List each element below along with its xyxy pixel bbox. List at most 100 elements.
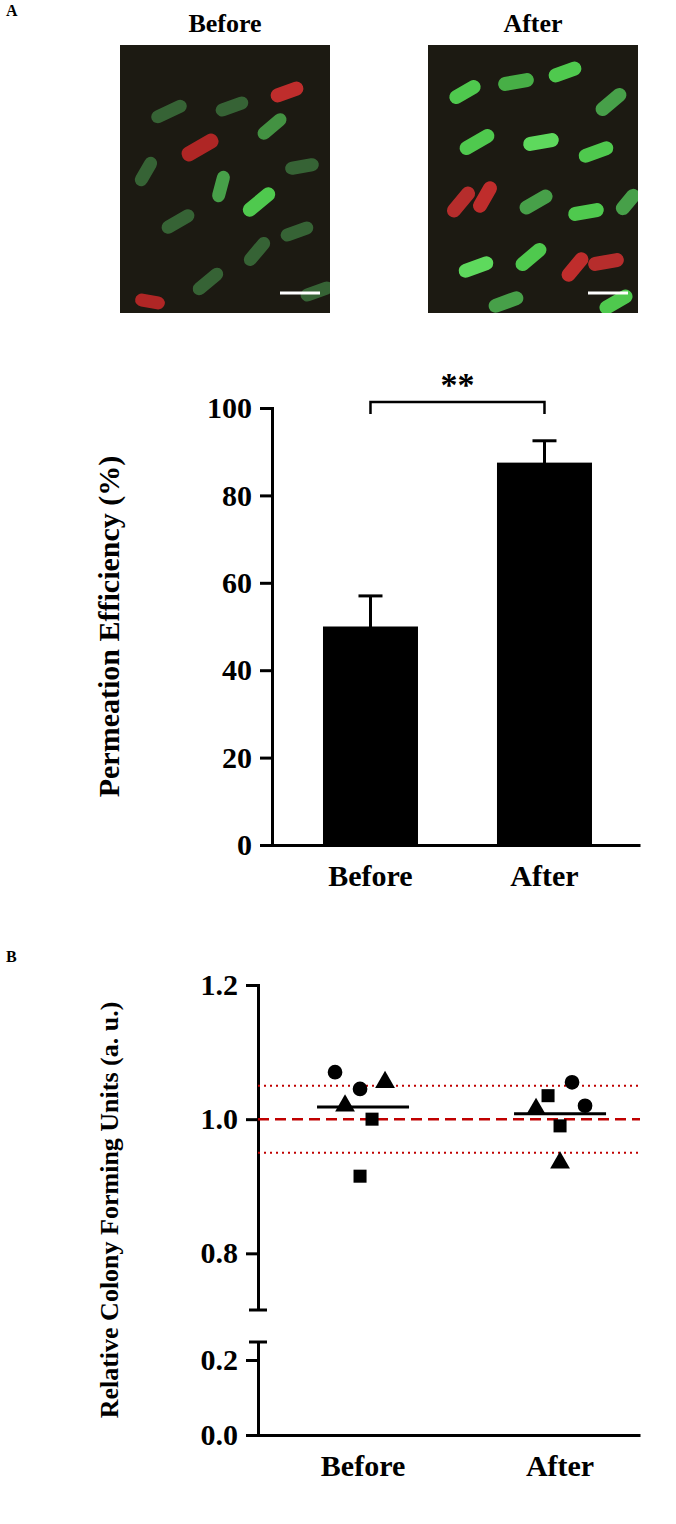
- y-tick-label: 1.0: [201, 1102, 239, 1135]
- y-axis: 0 20 40 60 80 100: [207, 391, 273, 861]
- micrograph-background: [120, 45, 330, 313]
- cell: [190, 265, 226, 298]
- y-tick-label: 0.0: [201, 1418, 239, 1451]
- error-bar: [358, 596, 382, 657]
- y-tick: 20: [222, 741, 272, 774]
- cell: [597, 287, 635, 313]
- x-tick-label: Before: [328, 859, 412, 892]
- y-tick: 1.0: [201, 1102, 259, 1135]
- y-tick-mark: [246, 984, 258, 987]
- y-tick: 0: [237, 828, 272, 861]
- y-tick-label: 0: [237, 828, 252, 861]
- cell: [547, 60, 584, 85]
- point: [328, 1065, 343, 1080]
- scale-bar: [588, 292, 628, 295]
- micrograph-background: [428, 45, 638, 313]
- cell: [241, 234, 273, 268]
- cell: [487, 289, 526, 313]
- point: [354, 1170, 367, 1183]
- x-axis: Before After: [259, 1435, 641, 1482]
- y-tick: 0.8: [201, 1236, 259, 1269]
- axis-line: [260, 409, 273, 846]
- y-tick: 40: [222, 653, 272, 686]
- x-tick: Before: [321, 1435, 405, 1482]
- plot-area: [323, 441, 592, 845]
- image-title: After: [503, 9, 562, 38]
- x-tick-label: After: [526, 1449, 594, 1482]
- micrograph: [428, 45, 638, 313]
- point: [353, 1082, 368, 1097]
- x-tick: After: [510, 845, 578, 892]
- error-cap: [532, 439, 556, 442]
- panel-label: B: [6, 948, 17, 965]
- cell: [517, 187, 555, 217]
- y-tick: 0.2: [201, 1343, 259, 1376]
- y-tick-label: 0.2: [201, 1343, 239, 1376]
- point: [542, 1089, 555, 1102]
- y-tick-mark: [260, 407, 272, 410]
- significance-bracket: [370, 402, 544, 414]
- point: [554, 1119, 567, 1132]
- cell: [497, 72, 535, 92]
- error-cap: [532, 483, 556, 486]
- annotation: **: [440, 366, 474, 403]
- y-tick: 1.2: [201, 968, 259, 1001]
- mean-line: [317, 1106, 409, 1109]
- y-tick-mark: [246, 1359, 258, 1362]
- y-tick-label: 20: [222, 741, 252, 774]
- cell: [522, 132, 560, 152]
- cell: [444, 184, 478, 221]
- bar: [497, 463, 592, 845]
- x-tick: After: [526, 1435, 594, 1482]
- error-bar: [532, 441, 556, 485]
- y-tick-mark: [260, 844, 272, 847]
- y-tick-mark: [260, 669, 272, 672]
- panel-label: A: [6, 2, 18, 19]
- y-tick-mark: [246, 1252, 258, 1255]
- cell: [214, 95, 250, 119]
- cell: [587, 252, 625, 272]
- cell: [457, 254, 496, 279]
- y-tick: 100: [207, 391, 272, 424]
- point: [366, 1113, 379, 1126]
- y-axis-title: Relative Colony Forming Units (a. u.): [95, 1002, 124, 1419]
- point: [565, 1075, 580, 1090]
- cell: [457, 126, 497, 157]
- y-tick-mark: [260, 582, 272, 585]
- x-tick: Before: [328, 845, 412, 892]
- cell: [470, 179, 499, 215]
- cell: [279, 220, 315, 244]
- cell: [513, 240, 550, 274]
- cell: [593, 85, 630, 119]
- cell: [134, 292, 166, 310]
- cell: [211, 169, 232, 203]
- y-tick-label: 100: [207, 391, 252, 424]
- image-title: Before: [188, 9, 261, 38]
- y-tick-mark: [246, 1118, 258, 1121]
- cell: [577, 139, 616, 164]
- y-tick: 0.0: [201, 1418, 259, 1451]
- point: [375, 1071, 395, 1088]
- reference-line: [258, 1118, 640, 1121]
- scale-bar: [280, 292, 320, 295]
- cell: [613, 186, 638, 218]
- axis-line: [246, 986, 259, 1436]
- micrograph: [120, 45, 330, 313]
- axis-break-mark: [249, 1341, 267, 1344]
- cell: [255, 111, 289, 143]
- y-tick-label: 1.2: [201, 968, 239, 1001]
- y-axis: 0.0 0.2 0.8 1.0 1.2: [201, 968, 259, 1451]
- y-tick-mark: [246, 1434, 258, 1437]
- error-stem: [543, 441, 546, 485]
- cell: [284, 157, 320, 176]
- figure: ABBeforeAfter020406080100BeforeAfterPerm…: [0, 0, 676, 1524]
- cell: [567, 202, 605, 222]
- cell: [447, 77, 483, 106]
- error-cap: [358, 656, 382, 659]
- y-tick-mark: [260, 494, 272, 497]
- axis-break-mark: [249, 1309, 267, 1312]
- x-axis: Before After: [273, 845, 641, 892]
- x-tick-label: Before: [321, 1449, 405, 1482]
- y-tick: 80: [222, 479, 272, 512]
- y-tick-label: 60: [222, 566, 252, 599]
